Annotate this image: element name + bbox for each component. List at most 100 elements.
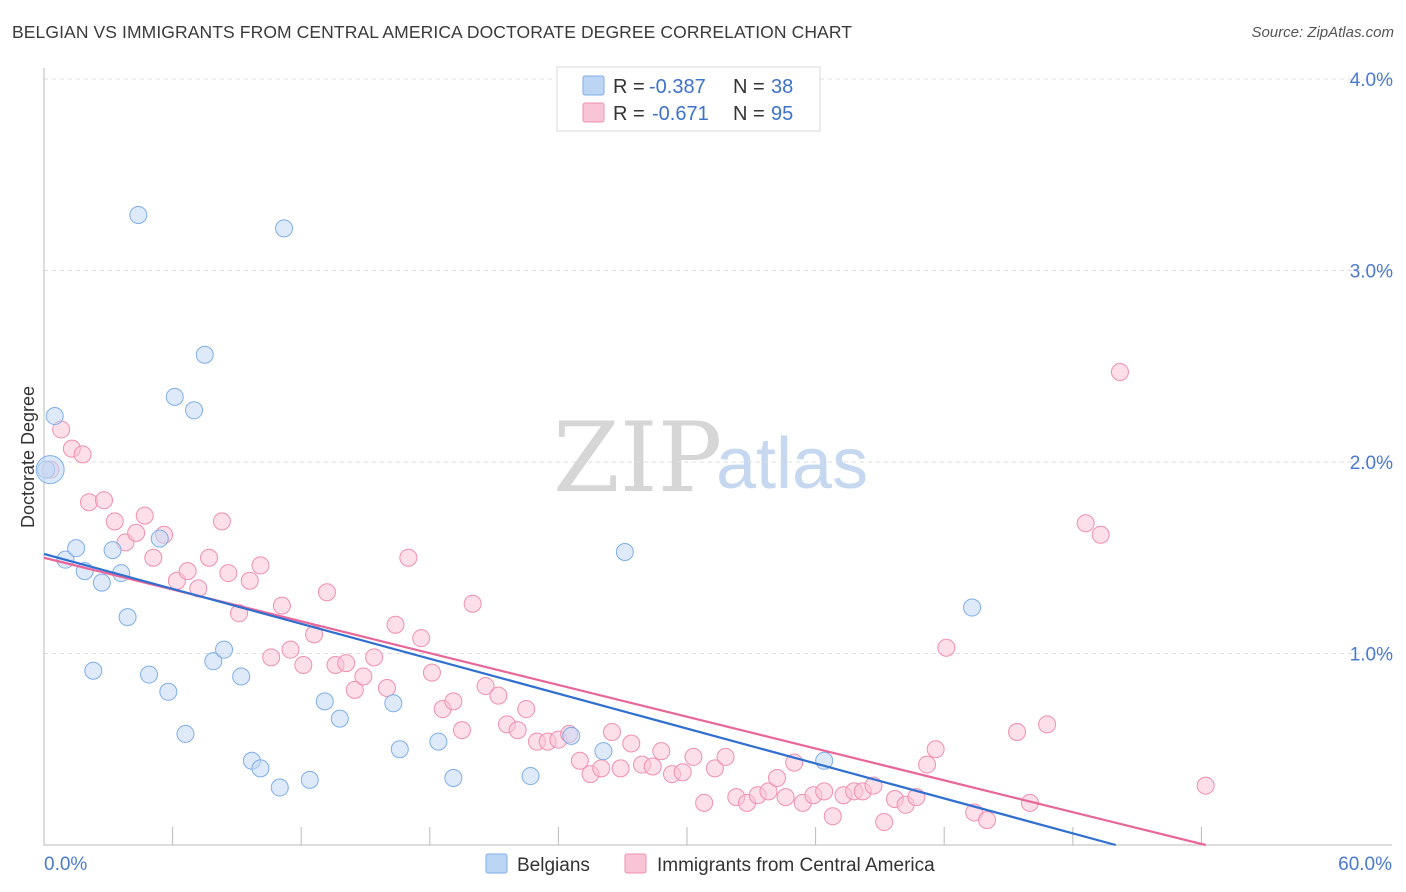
immigrants-point — [422, 663, 441, 682]
belgians-point — [594, 742, 613, 761]
belgians-point — [215, 640, 234, 659]
immigrants-point — [412, 629, 431, 648]
immigrants-point — [281, 640, 300, 659]
immigrants-point — [386, 615, 405, 634]
belgians-point — [562, 726, 581, 745]
immigrants-point — [823, 807, 842, 826]
immigrants-point — [759, 782, 778, 801]
belgians-point — [129, 205, 148, 224]
belgians-point — [384, 694, 403, 713]
belgians-point — [275, 219, 294, 238]
immigrants-point — [317, 583, 336, 602]
belgians-point — [165, 387, 184, 406]
legend-label-belgians: Belgians — [517, 855, 590, 876]
stats-r-value-belgians: -0.387 — [649, 76, 706, 98]
immigrants-point — [200, 548, 219, 567]
immigrants-point — [1196, 776, 1215, 795]
immigrants-point — [399, 548, 418, 567]
stats-r-value-immigrants: -0.671 — [652, 103, 709, 125]
stats-n-label-belgians: N = — [733, 76, 765, 98]
immigrants-point — [926, 740, 945, 759]
belgians-point — [232, 667, 251, 686]
immigrants-point — [105, 512, 124, 531]
immigrants-point — [144, 548, 163, 567]
trend-line-belgians — [43, 552, 1116, 847]
immigrants-point — [251, 556, 270, 575]
belgians-point — [204, 652, 223, 671]
y-axis-title: Doctorate Degree — [18, 386, 38, 528]
immigrants-point — [272, 596, 291, 615]
stats-legend-swatch-immigrants — [582, 102, 605, 123]
immigrants-point — [875, 813, 894, 832]
belgians-point — [150, 529, 169, 548]
belgians-point — [429, 732, 448, 751]
belgians-point — [185, 401, 204, 420]
immigrants-point — [508, 721, 527, 740]
immigrants-point — [815, 782, 834, 801]
belgians-point — [176, 724, 195, 743]
belgians-point — [270, 778, 289, 797]
immigrants-point — [345, 680, 364, 699]
y-tick-labels: 1.0% 2.0% 3.0% 4.0% — [1350, 70, 1393, 666]
belgians-point — [300, 770, 319, 789]
immigrants-point — [978, 811, 997, 830]
belgians-point — [390, 740, 409, 759]
stats-n-value-belgians: 38 — [771, 76, 793, 98]
legend-swatch-belgians — [485, 853, 508, 874]
stats-n-label-immigrants: N = — [733, 103, 765, 125]
belgians-point — [330, 709, 349, 728]
immigrants-point — [684, 747, 703, 766]
immigrants-point — [716, 747, 735, 766]
x-tick-label-max: 60.0% — [1338, 854, 1392, 875]
y-tick-label: 4.0% — [1350, 70, 1393, 91]
immigrants-point — [1110, 362, 1129, 381]
immigrants-point — [354, 667, 373, 686]
immigrants-point — [95, 491, 114, 510]
grid-lines — [44, 78, 1392, 654]
belgians-point — [315, 692, 334, 711]
immigrants-point — [73, 445, 92, 464]
immigrants-point — [240, 571, 259, 590]
belgians-point — [45, 407, 64, 426]
immigrants-point — [444, 692, 463, 711]
x-tick-label-min: 0.0% — [44, 854, 87, 875]
watermark-atlas: atlas — [716, 424, 868, 504]
series-legend: Belgians Immigrants from Central America — [485, 853, 935, 876]
immigrants-point — [1038, 715, 1057, 734]
belgians-point — [195, 345, 214, 364]
belgians-point — [963, 598, 982, 617]
immigrants-point — [592, 759, 611, 778]
immigrants-point — [673, 763, 692, 782]
stats-r-label-belgians: R = — [613, 76, 645, 98]
stats-r-label-immigrants: R = — [613, 103, 645, 125]
belgians-point-large — [35, 455, 65, 485]
stats-n-value-immigrants: 95 — [771, 103, 793, 125]
stats-legend: R = -0.387 N = 38 R = -0.671 N = 95 — [556, 66, 821, 132]
immigrants-point — [768, 768, 787, 787]
belgians-point — [521, 767, 540, 786]
immigrants-point — [918, 755, 937, 774]
immigrants-point — [1076, 514, 1095, 533]
immigrants-point — [476, 677, 495, 696]
immigrants-point — [178, 562, 197, 581]
immigrants-point — [127, 523, 146, 542]
legend-label-immigrants: Immigrants from Central America — [657, 855, 935, 876]
immigrants-point — [377, 678, 396, 697]
axes — [43, 68, 1392, 846]
stats-legend-swatch-belgians — [582, 75, 605, 96]
immigrants-point — [643, 757, 662, 776]
y-tick-label: 3.0% — [1350, 262, 1393, 283]
immigrants-point — [1008, 723, 1027, 742]
immigrants-point — [570, 751, 589, 770]
immigrants-point — [517, 700, 536, 719]
belgians-point — [67, 539, 86, 558]
immigrants-point — [212, 512, 231, 531]
immigrants-point — [705, 759, 724, 778]
y-tick-label: 1.0% — [1350, 645, 1393, 666]
immigrants-point — [937, 638, 956, 657]
immigrants-point — [463, 594, 482, 613]
belgians-point — [615, 543, 634, 562]
belgians-point — [444, 768, 463, 787]
immigrants-point — [776, 788, 795, 807]
belgians-point — [92, 573, 111, 592]
